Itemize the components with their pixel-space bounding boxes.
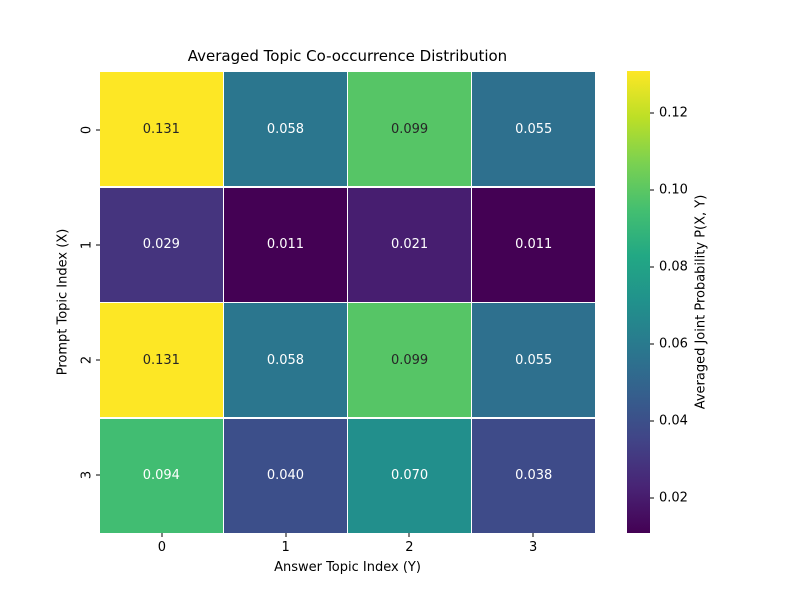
heatmap-cell-r1c2: 0.021 bbox=[348, 187, 471, 302]
colorbar-tick-mark bbox=[650, 420, 654, 422]
x-axis-ticks: 0 1 2 3 bbox=[100, 533, 595, 563]
heatmap-cell-r0c0: 0.131 bbox=[100, 72, 223, 187]
heatmap-cell-r0c2: 0.099 bbox=[348, 72, 471, 187]
y-axis-ticks: 0 1 2 3 bbox=[68, 72, 100, 533]
cell-annotation: 0.021 bbox=[390, 237, 429, 253]
y-tick-label: 1 bbox=[79, 240, 95, 250]
x-tick-mark bbox=[285, 533, 287, 537]
heatmap-cell-r3c0: 0.094 bbox=[100, 418, 223, 533]
y-tick-mark bbox=[96, 244, 100, 246]
cell-annotation: 0.099 bbox=[390, 352, 429, 368]
colorbar-tick-label: 0.06 bbox=[659, 336, 688, 352]
colorbar-tick-mark bbox=[650, 189, 654, 191]
heatmap-cell-r2c0: 0.131 bbox=[100, 303, 223, 418]
colorbar bbox=[627, 71, 650, 533]
heatmap-cell-r2c3: 0.055 bbox=[472, 303, 595, 418]
x-tick-mark bbox=[408, 533, 410, 537]
y-tick-label: 3 bbox=[79, 471, 95, 480]
colorbar-tick-label: 0.04 bbox=[659, 413, 688, 429]
heatmap-cell-r3c3: 0.038 bbox=[472, 418, 595, 533]
cell-annotation: 0.058 bbox=[266, 121, 305, 137]
y-tick-label: 0 bbox=[79, 125, 95, 134]
heatmap-cell-r1c0: 0.029 bbox=[100, 187, 223, 302]
heatmap-cell-r1c1: 0.011 bbox=[224, 187, 347, 302]
y-tick-mark bbox=[96, 359, 100, 361]
x-tick-mark bbox=[532, 533, 534, 537]
colorbar-tick-label: 0.10 bbox=[659, 182, 688, 198]
cell-annotation: 0.040 bbox=[266, 468, 305, 484]
cell-annotation: 0.094 bbox=[142, 468, 180, 484]
y-axis-label: Prompt Topic Index (X) bbox=[55, 228, 71, 376]
y-tick-mark bbox=[96, 129, 100, 131]
cell-annotation: 0.131 bbox=[142, 352, 180, 368]
heatmap-cell-r3c1: 0.040 bbox=[224, 418, 347, 533]
cell-annotation: 0.011 bbox=[266, 237, 305, 253]
heatmap-cell-r1c3: 0.011 bbox=[472, 187, 595, 302]
cell-annotation: 0.131 bbox=[142, 121, 180, 137]
heatmap-cell-r0c3: 0.055 bbox=[472, 72, 595, 187]
cell-annotation: 0.058 bbox=[266, 352, 305, 368]
x-tick-label: 2 bbox=[405, 540, 414, 555]
cell-annotation: 0.029 bbox=[142, 237, 180, 253]
colorbar-tick-label: 0.08 bbox=[659, 259, 688, 275]
colorbar-tick-label: 0.12 bbox=[659, 105, 688, 121]
x-tick-label: 3 bbox=[528, 540, 538, 555]
cell-annotation: 0.055 bbox=[515, 121, 553, 137]
y-tick-label: 2 bbox=[79, 355, 95, 365]
colorbar-tick-label: 0.02 bbox=[659, 490, 688, 506]
cell-annotation: 0.070 bbox=[390, 468, 429, 484]
x-tick-label: 0 bbox=[157, 540, 167, 555]
cell-annotation: 0.011 bbox=[515, 237, 553, 253]
chart-title: Averaged Topic Co-occurrence Distributio… bbox=[187, 47, 508, 65]
cell-annotation: 0.038 bbox=[515, 468, 553, 484]
heatmap-grid: 0.131 0.058 0.099 0.055 0.029 0.011 0.021 0.011… bbox=[100, 72, 595, 533]
x-axis-label: Answer Topic Index (Y) bbox=[274, 560, 421, 575]
colorbar-label: Averaged Joint Probability P(X, Y) bbox=[693, 194, 709, 410]
x-tick-mark bbox=[161, 533, 163, 537]
heatmap-cell-r0c1: 0.058 bbox=[224, 72, 347, 187]
colorbar-ticks: 0.02 0.04 0.06 0.08 0.10 0.12 bbox=[650, 71, 710, 533]
y-tick-mark bbox=[96, 474, 100, 476]
heatmap-cell-r2c1: 0.058 bbox=[224, 303, 347, 418]
cell-annotation: 0.099 bbox=[390, 121, 429, 137]
colorbar-tick-mark bbox=[650, 266, 654, 268]
colorbar-tick-mark bbox=[650, 343, 654, 345]
heatmap-cell-r3c2: 0.070 bbox=[348, 418, 471, 533]
colorbar-tick-mark bbox=[650, 112, 654, 114]
heatmap-cell-r2c2: 0.099 bbox=[348, 303, 471, 418]
colorbar-tick-mark bbox=[650, 497, 654, 499]
cell-annotation: 0.055 bbox=[515, 352, 553, 368]
x-tick-label: 1 bbox=[281, 540, 290, 555]
